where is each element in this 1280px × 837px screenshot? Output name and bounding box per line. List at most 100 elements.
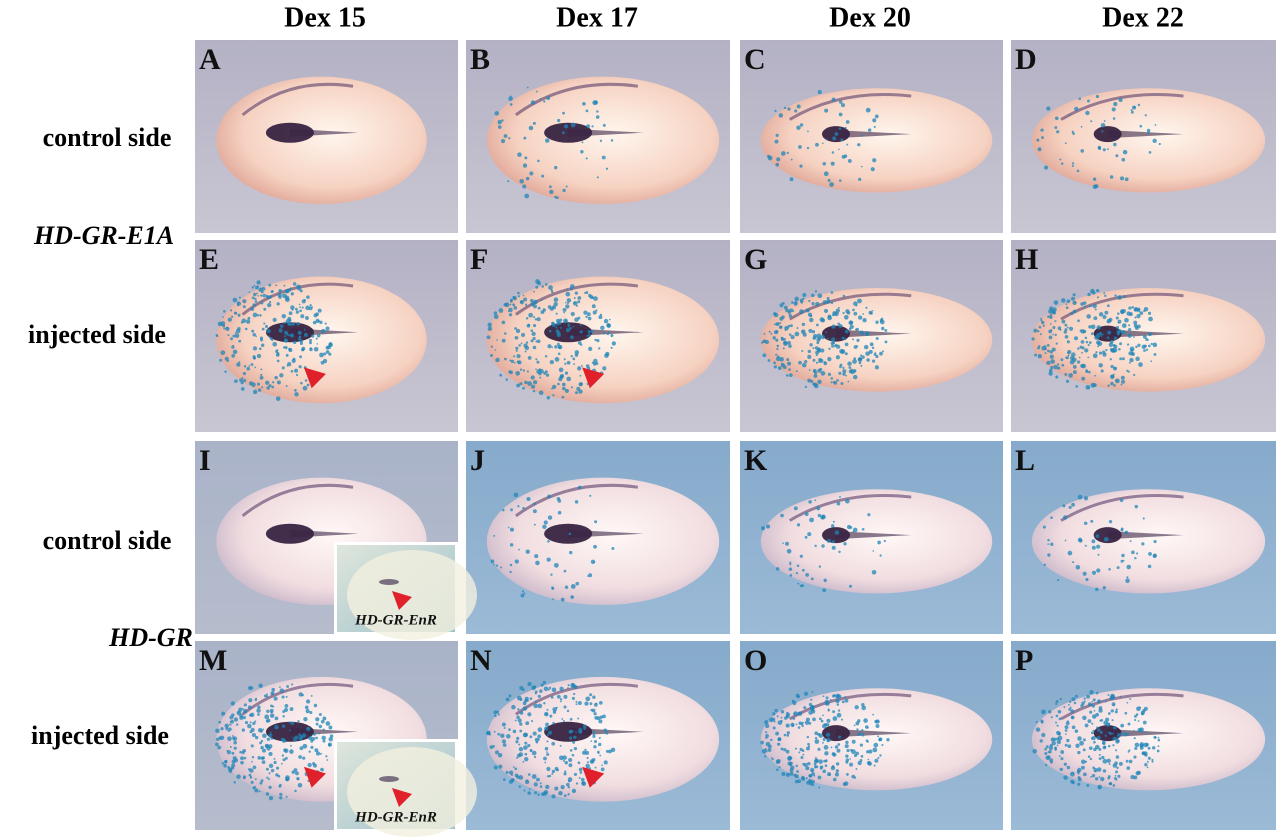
blue-speckle bbox=[505, 378, 508, 381]
blue-speckle bbox=[551, 772, 554, 775]
blue-speckle bbox=[1055, 702, 1058, 705]
blue-speckle bbox=[254, 366, 257, 369]
blue-speckle bbox=[556, 496, 561, 501]
blue-speckle bbox=[274, 375, 278, 380]
blue-speckle bbox=[1068, 700, 1072, 703]
blue-speckle bbox=[839, 100, 843, 104]
blue-speckle bbox=[245, 319, 251, 324]
blue-speckle bbox=[807, 532, 812, 537]
blue-speckle bbox=[1064, 335, 1069, 339]
blue-speckle bbox=[1056, 739, 1062, 745]
blue-speckle bbox=[1082, 748, 1086, 752]
blue-speckle bbox=[257, 705, 261, 709]
blue-speckle bbox=[1125, 578, 1130, 584]
blue-speckle bbox=[835, 769, 839, 773]
blue-speckle bbox=[829, 698, 832, 701]
blue-speckle bbox=[247, 723, 252, 729]
blue-speckle bbox=[789, 373, 793, 378]
blue-speckle bbox=[770, 738, 773, 742]
blue-speckle bbox=[1052, 311, 1057, 315]
blue-speckle bbox=[1035, 720, 1038, 724]
blue-speckle bbox=[1086, 99, 1090, 103]
blue-speckle bbox=[1077, 782, 1081, 786]
blue-speckle bbox=[857, 298, 862, 304]
blue-speckle bbox=[537, 159, 540, 163]
blue-speckle bbox=[493, 710, 498, 715]
blue-speckle bbox=[309, 710, 313, 715]
blue-speckle bbox=[227, 736, 232, 742]
blue-speckle bbox=[578, 730, 583, 734]
blue-speckle bbox=[291, 308, 294, 311]
blue-speckle bbox=[518, 344, 521, 347]
blue-speckle bbox=[1130, 110, 1134, 114]
blue-speckle bbox=[588, 767, 592, 770]
blue-speckle bbox=[830, 301, 834, 305]
blue-speckle bbox=[563, 694, 568, 699]
blue-speckle bbox=[848, 366, 852, 369]
blue-speckle bbox=[1086, 694, 1090, 699]
blue-speckle bbox=[1095, 691, 1099, 695]
blue-speckle bbox=[314, 748, 319, 753]
blue-speckle bbox=[794, 779, 799, 784]
blue-speckle bbox=[532, 121, 536, 125]
blue-speckle bbox=[1092, 177, 1097, 181]
blue-speckle bbox=[1053, 300, 1059, 305]
blue-speckle bbox=[830, 341, 835, 346]
blue-speckle bbox=[273, 760, 277, 765]
blue-speckle bbox=[603, 318, 609, 324]
blue-speckle bbox=[1135, 356, 1140, 362]
blue-speckle bbox=[592, 695, 596, 699]
panel: B bbox=[466, 40, 730, 233]
blue-speckle bbox=[1103, 720, 1108, 726]
blue-speckle bbox=[318, 712, 322, 716]
blue-speckle bbox=[835, 355, 841, 360]
blue-speckle bbox=[260, 779, 264, 783]
blue-speckle bbox=[765, 524, 771, 529]
blue-speckle bbox=[1057, 710, 1062, 714]
blue-speckle bbox=[575, 703, 578, 706]
blue-speckle bbox=[246, 366, 251, 371]
blue-speckle bbox=[537, 738, 540, 741]
blue-speckle bbox=[227, 729, 230, 733]
blue-speckle bbox=[866, 726, 869, 729]
blue-speckle bbox=[517, 718, 522, 723]
blue-speckle bbox=[551, 741, 556, 746]
blue-speckle bbox=[325, 350, 330, 354]
blue-speckle bbox=[827, 709, 830, 712]
blue-speckle bbox=[1041, 136, 1044, 139]
blue-speckle bbox=[1088, 370, 1091, 374]
blue-speckle bbox=[509, 359, 512, 362]
blue-speckle bbox=[223, 763, 227, 768]
blue-speckle bbox=[812, 347, 815, 349]
blue-speckle bbox=[857, 143, 861, 147]
blue-speckle bbox=[847, 361, 852, 366]
blue-speckle bbox=[566, 376, 572, 382]
blue-speckle bbox=[1142, 720, 1147, 725]
blue-speckle bbox=[806, 735, 810, 739]
blue-speckle bbox=[1139, 727, 1144, 733]
blue-speckle bbox=[871, 569, 877, 575]
blue-speckle bbox=[313, 703, 318, 708]
blue-speckle bbox=[1151, 760, 1154, 763]
blue-speckle bbox=[265, 380, 270, 385]
blue-speckle bbox=[820, 515, 825, 520]
blue-speckle bbox=[1094, 374, 1097, 377]
blue-speckle bbox=[232, 736, 235, 740]
blue-speckle bbox=[788, 567, 793, 571]
blue-speckle bbox=[1117, 321, 1120, 324]
blue-speckle bbox=[560, 597, 565, 602]
blue-speckle bbox=[297, 330, 302, 335]
blue-speckle bbox=[223, 327, 226, 330]
blue-speckle bbox=[1098, 747, 1102, 751]
blue-speckle bbox=[814, 346, 819, 350]
blue-speckle bbox=[1077, 319, 1080, 323]
neural-stripe bbox=[241, 483, 354, 518]
blue-speckle bbox=[223, 310, 226, 313]
blue-speckle bbox=[779, 316, 784, 321]
blue-speckle bbox=[822, 714, 824, 717]
blue-speckle bbox=[765, 731, 768, 734]
blue-speckle bbox=[872, 747, 878, 753]
blue-speckle bbox=[593, 712, 597, 716]
blue-speckle bbox=[1064, 729, 1068, 732]
blue-speckle bbox=[1050, 516, 1053, 520]
